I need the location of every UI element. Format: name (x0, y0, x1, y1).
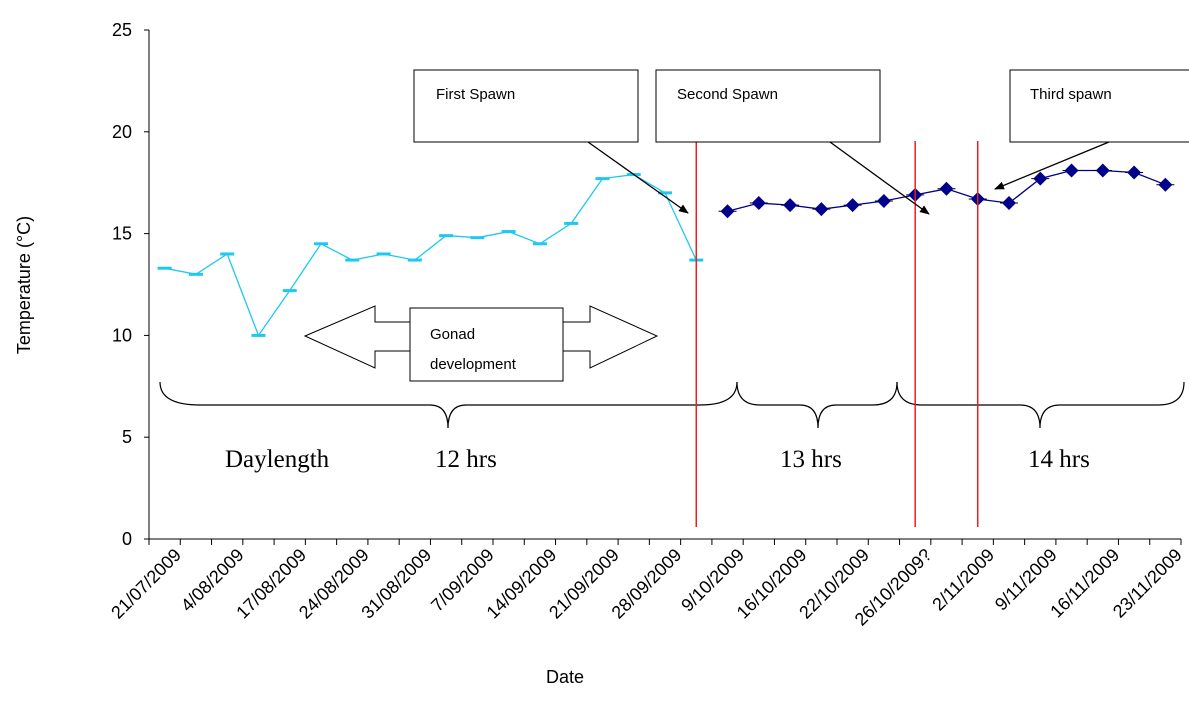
data-point (282, 289, 297, 293)
data-point (188, 272, 203, 276)
data-point (1064, 163, 1079, 178)
data-point (439, 234, 454, 238)
callout-arrows (587, 141, 1110, 215)
y-ticks: 0 5 10 15 20 25 (112, 20, 149, 549)
data-point (595, 177, 610, 181)
daylength-12hrs: 12 hrs (435, 446, 497, 473)
second-spawn-box (655, 69, 881, 143)
axes (148, 30, 1181, 540)
gonad-development-arrow: Gonad development (303, 305, 659, 382)
data-point (783, 198, 798, 213)
data-point (157, 266, 172, 270)
y-axis-title: Temperature (°C) (14, 216, 34, 354)
data-point (1033, 171, 1048, 186)
data-point (501, 230, 516, 234)
second-spawn-arrow (829, 141, 930, 215)
first-spawn-label: First Spawn (436, 86, 515, 103)
y-tick-label: 20 (112, 122, 132, 142)
y-tick-label: 5 (122, 427, 132, 447)
data-point (376, 252, 391, 256)
x-tick-label: 2/11/2009 (928, 545, 998, 615)
data-point (251, 333, 266, 337)
data-point (407, 258, 422, 262)
data-point (939, 181, 954, 196)
first-spawn-box (413, 69, 639, 143)
data-point (470, 236, 485, 240)
data-point (876, 194, 891, 209)
x-axis-title: Date (546, 667, 584, 687)
brace-12hrs (159, 381, 738, 429)
daylength-label: Daylength (225, 446, 330, 473)
y-tick-label: 25 (112, 20, 132, 40)
x-ticks (148, 539, 1182, 545)
spawn-callouts: First Spawn Second Spawn Third spawn (413, 69, 1189, 143)
data-point (314, 242, 328, 246)
data-point (1158, 177, 1173, 192)
y-tick-label: 15 (112, 224, 132, 244)
daylength-14hrs: 14 hrs (1028, 446, 1090, 473)
x-tick-label: 21/07/2009 (107, 545, 185, 623)
y-tick-label: 10 (112, 325, 132, 345)
data-point (220, 252, 235, 256)
data-point (751, 196, 766, 211)
data-point (532, 242, 547, 246)
first-spawn-arrow (587, 141, 689, 214)
data-point (720, 204, 735, 219)
data-point (564, 221, 579, 225)
data-point (658, 191, 672, 195)
daylength-13hrs: 13 hrs (780, 446, 842, 473)
y-tick-label: 0 (122, 529, 132, 549)
data-point (1127, 165, 1142, 180)
data-point (814, 202, 829, 217)
data-point (1002, 196, 1016, 211)
data-series (157, 163, 1175, 337)
x-tick-labels: 21/07/20094/08/200917/08/200924/08/20093… (107, 545, 1186, 630)
third-spawn-label: Third spawn (1030, 86, 1112, 103)
data-point (845, 198, 860, 213)
daylength-braces (159, 381, 1185, 429)
gonad-label-line2: development (430, 356, 517, 373)
third-spawn-arrow (994, 141, 1110, 190)
data-point (345, 258, 360, 262)
spawn-lines (695, 140, 979, 527)
brace-13hrs (736, 381, 898, 429)
second-spawn-label: Second Spawn (677, 86, 778, 103)
gonad-label-line1: Gonad (430, 326, 475, 343)
brace-14hrs (896, 381, 1185, 429)
data-point (1095, 163, 1110, 178)
gonad-label-box (409, 307, 564, 382)
third-spawn-box (1009, 69, 1189, 143)
